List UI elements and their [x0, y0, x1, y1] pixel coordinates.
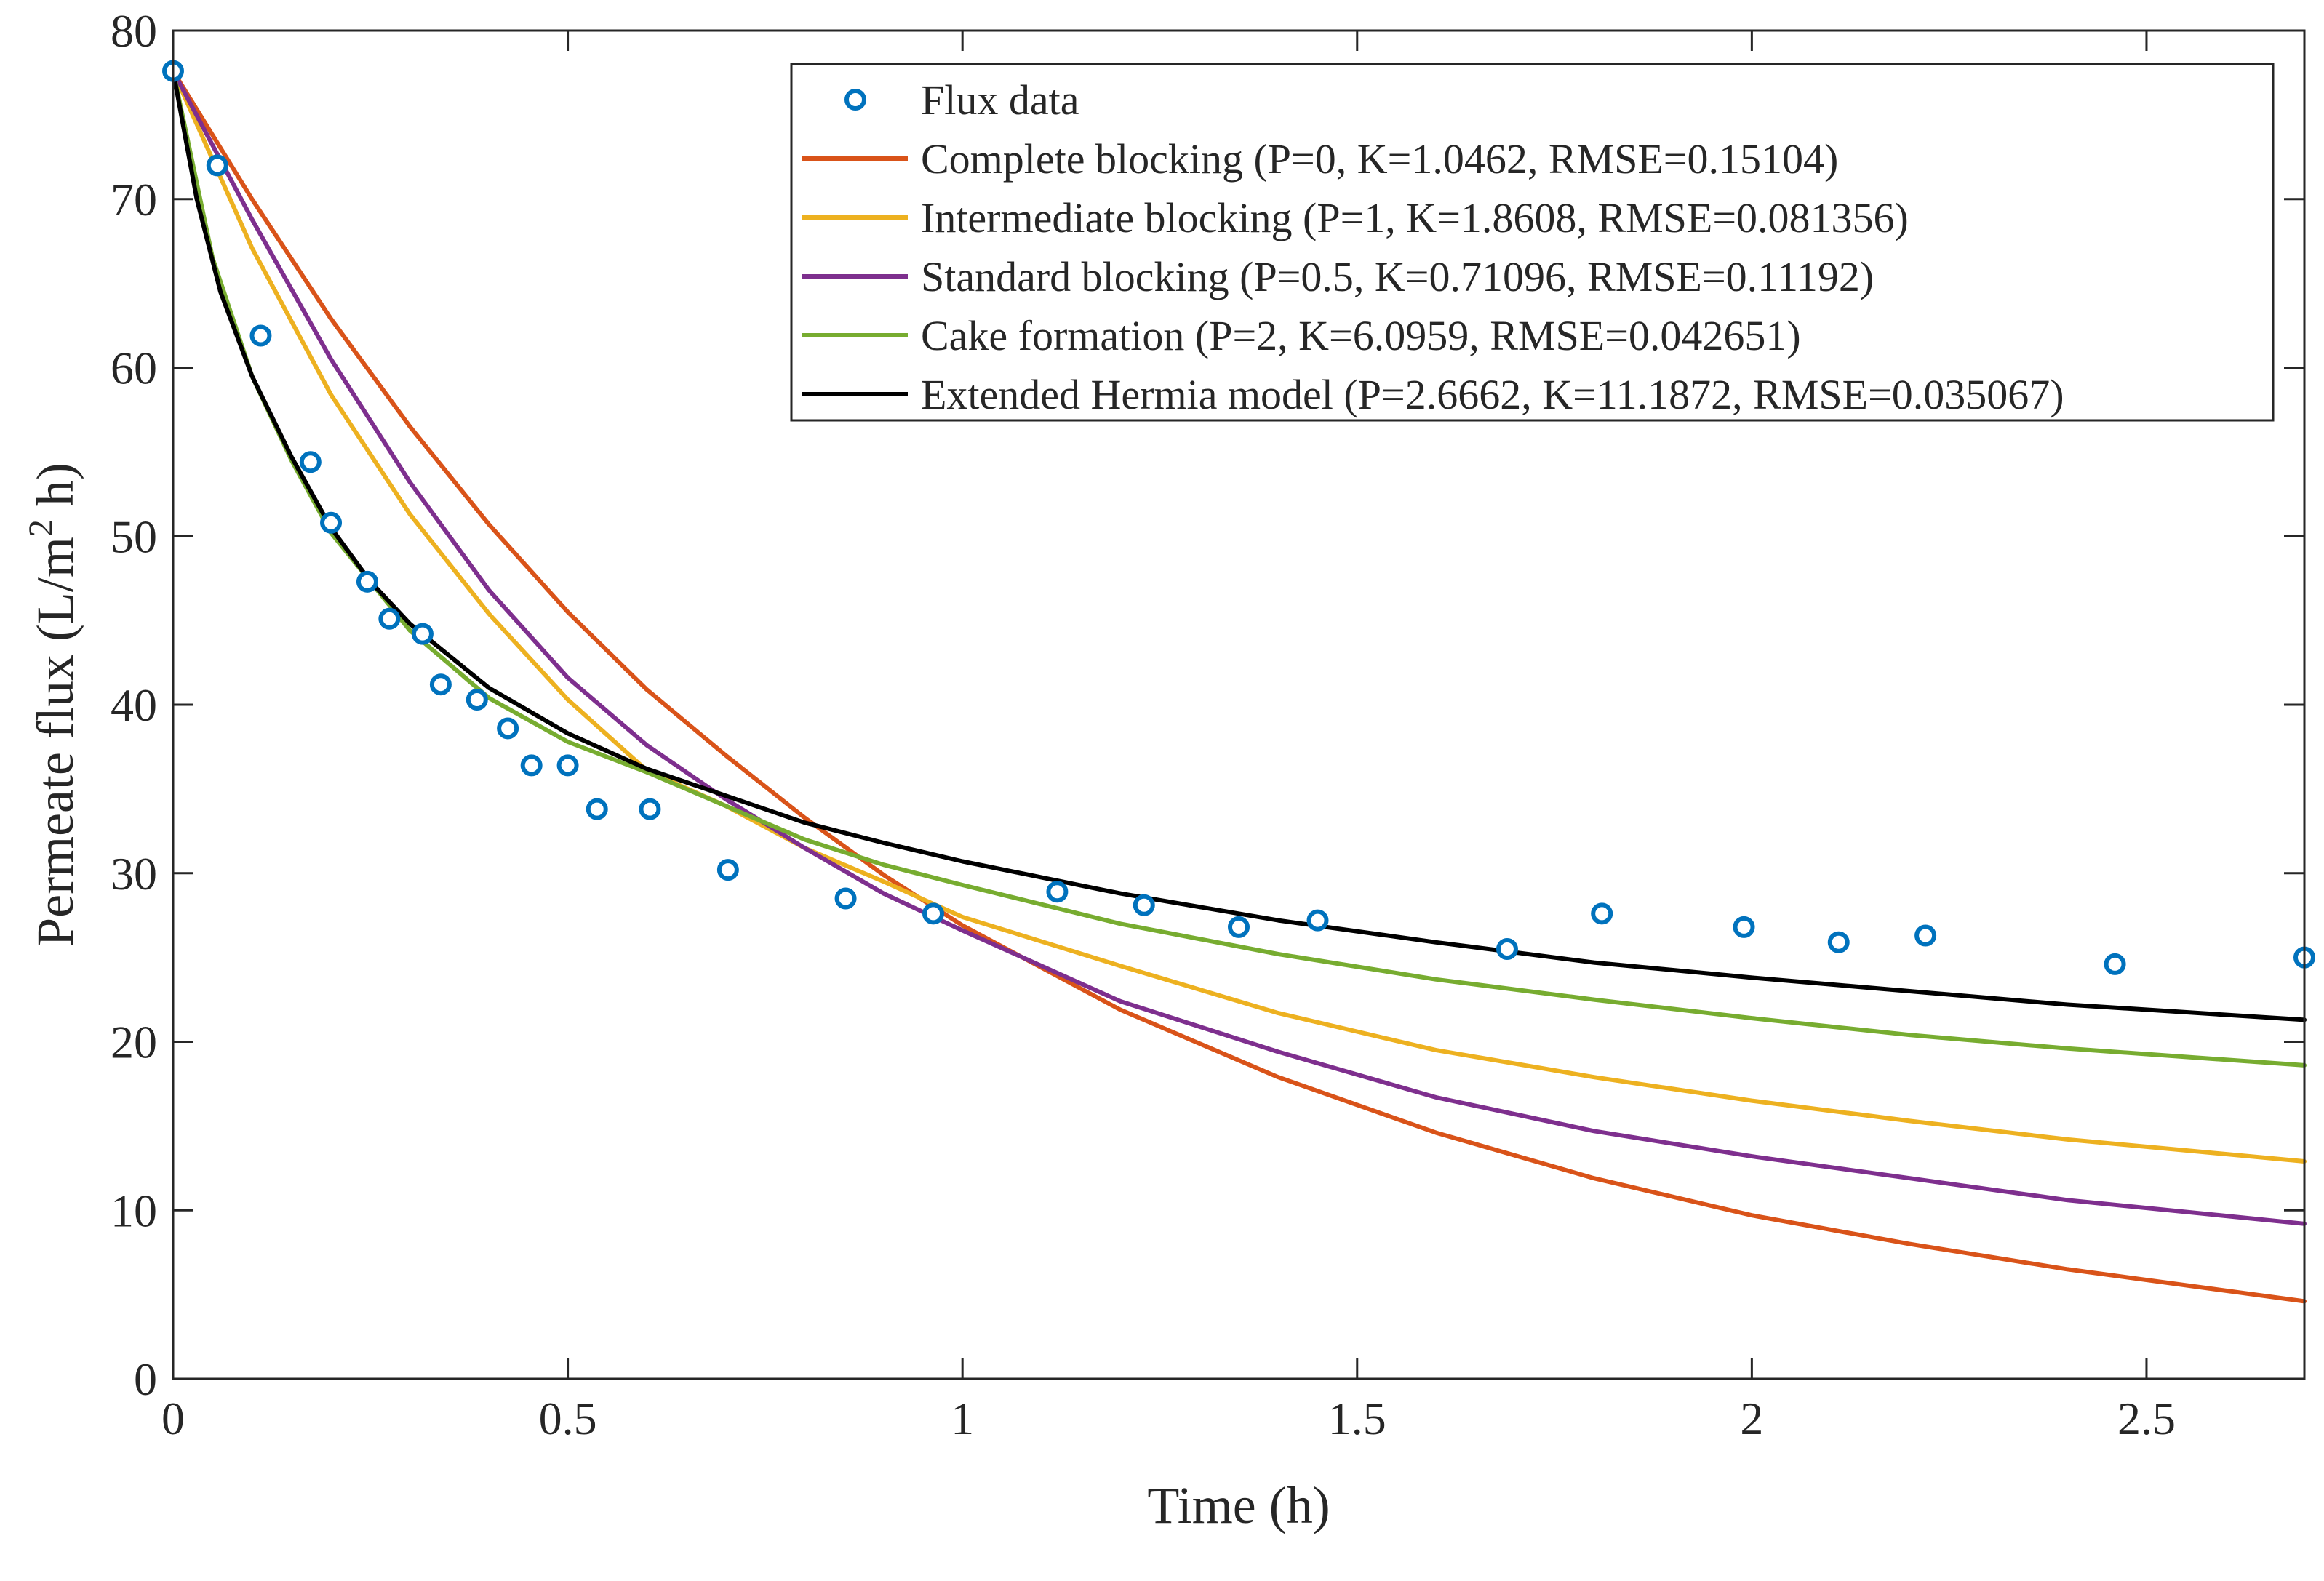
flux-data-point: [411, 623, 434, 645]
y-tick-label: 20: [111, 1017, 157, 1068]
y-axis-label-main: Permeate flux (L/m: [26, 537, 84, 947]
y-tick-label: 70: [111, 174, 157, 225]
legend-box: [790, 63, 2275, 422]
flux-data-point: [1046, 881, 1069, 903]
flux-data-point: [429, 673, 452, 696]
y-tick-label: 80: [111, 5, 157, 57]
series-line-1: [171, 68, 2307, 1304]
flux-data-point: [586, 798, 608, 820]
y-tick-label: 0: [134, 1353, 157, 1405]
flux-data-point: [1591, 902, 1613, 925]
flux-data-point: [378, 607, 401, 630]
legend-label-4: Cake formation (P=2, K=6.0959, RMSE=0.04…: [921, 312, 1801, 359]
x-tick-label: 1.5: [1328, 1393, 1386, 1444]
flux-data-point: [639, 798, 661, 820]
legend-marker-flux-data: [844, 89, 866, 111]
x-tick-label: 0.5: [539, 1393, 597, 1444]
flux-data-point: [466, 689, 488, 711]
y-axis-label-superscript: 2: [22, 519, 60, 537]
series-line-2: [171, 68, 2307, 1164]
y-tick-label: 30: [111, 848, 157, 900]
x-tick-label: 2.5: [2117, 1393, 2176, 1444]
y-tick-label: 60: [111, 343, 157, 394]
axes: 0 0.5 1 1.5 2 2.5 0 10 20 30 40 50 60 70 80: [111, 5, 2306, 1444]
legend-label-flux-data: Flux data: [921, 76, 1079, 124]
legend: Flux data Complete blocking (P=0, K=1.046…: [790, 63, 2275, 422]
flux-data-point: [320, 511, 343, 534]
legend-label-1: Complete blocking (P=0, K=1.0462, RMSE=0…: [921, 135, 1838, 183]
series-line-5: [171, 68, 2307, 1022]
series-line-3: [171, 68, 2307, 1226]
x-tick-label: 0: [161, 1393, 185, 1444]
flux-data-point: [497, 717, 519, 740]
flux-data-point: [1914, 924, 1937, 947]
y-tick-label: 50: [111, 511, 157, 562]
flux-data-point: [556, 754, 579, 777]
flux-data-point: [1733, 916, 1755, 938]
plot-area: [162, 60, 2315, 1304]
flux-data-point: [299, 451, 322, 473]
flux-data-point: [1496, 938, 1518, 961]
x-axis-label: Time (h): [1147, 1476, 1330, 1534]
legend-label-5: Extended Hermia model (P=2.6662, K=11.18…: [921, 371, 2064, 418]
flux-data-point: [2104, 953, 2126, 975]
legend-label-2: Intermediate blocking (P=1, K=1.8608, RM…: [921, 194, 1909, 241]
flux-data-point: [356, 570, 378, 593]
y-axis-label: Permeate flux (L/m2 h): [22, 463, 84, 947]
y-tick-label: 10: [111, 1185, 157, 1236]
flux-data-point: [922, 902, 945, 925]
flux-data-point: [716, 859, 739, 881]
flux-data-point: [206, 154, 228, 177]
flux-data-point: [1306, 909, 1329, 932]
y-tick-label: 40: [111, 679, 157, 731]
x-tick-label: 1: [951, 1393, 974, 1444]
flux-data-point: [1827, 931, 1850, 953]
legend-label-3: Standard blocking (P=0.5, K=0.71096, RMS…: [921, 253, 1874, 300]
flux-data-point: [520, 754, 543, 777]
flux-data-point: [1133, 894, 1155, 916]
y-axis-label-tail: h): [26, 463, 84, 519]
flux-data-point: [249, 324, 272, 347]
flux-data-point: [834, 887, 857, 910]
flux-data-point: [1228, 916, 1250, 938]
x-tick-label: 2: [1740, 1393, 1763, 1444]
